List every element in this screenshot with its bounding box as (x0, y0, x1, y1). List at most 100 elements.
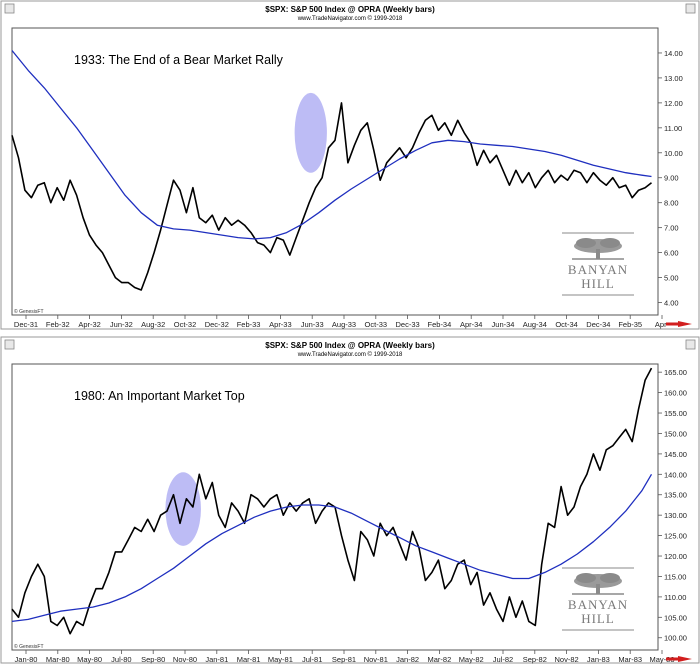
x-tick-label: Apr-33 (269, 320, 292, 329)
watermark: © GenesisFT (14, 643, 44, 650)
x-tick-label: Mar-83 (618, 655, 642, 664)
logo-tree-canopy-right (600, 238, 620, 248)
x-tick-label: May-83 (649, 655, 674, 664)
chart-1980: $SPX: S&P 500 Index @ OPRA (Weekly bars)… (0, 336, 700, 664)
y-tick-label: 110.00 (664, 593, 686, 602)
x-tick-label: Dec-33 (396, 320, 420, 329)
x-tick-label: Mar-80 (46, 655, 70, 664)
x-tick-label: Dec-34 (586, 320, 610, 329)
x-tick-label: Apr-32 (78, 320, 101, 329)
panel-divider (0, 330, 700, 336)
logo-tree-canopy-right (600, 573, 620, 583)
scroll-right-arrow-icon (678, 321, 692, 327)
logo-tree-canopy-left (576, 238, 596, 248)
chart-1933: $SPX: S&P 500 Index @ OPRA (Weekly bars)… (0, 0, 700, 330)
x-tick-label: Nov-80 (173, 655, 197, 664)
y-tick-label: 155.00 (664, 409, 687, 418)
y-tick-label: 160.00 (664, 389, 687, 398)
x-tick-label: Dec-31 (14, 320, 38, 329)
x-tick-label: Aug-34 (523, 320, 547, 329)
scroll-right-arrow-shaft (666, 657, 678, 661)
plot-area (11, 27, 659, 316)
banyan-hill-logo: BANYAN HILL (562, 567, 634, 631)
x-tick-label: Feb-33 (237, 320, 261, 329)
chart-panel-1980: $SPX: S&P 500 Index @ OPRA (Weekly bars)… (0, 336, 700, 664)
y-tick-label: 8.00 (664, 199, 679, 208)
x-tick-label: Jul-81 (302, 655, 322, 664)
x-tick-label: Oct-33 (365, 320, 388, 329)
logo-word-1: BANYAN (568, 262, 628, 277)
x-tick-label: Mar-82 (428, 655, 452, 664)
x-tick-label: Apr- (655, 320, 670, 329)
x-tick-label: Jul-82 (493, 655, 513, 664)
x-tick-label: Jun-32 (110, 320, 133, 329)
toggle-icon (4, 339, 15, 350)
chart-annotation: 1933: The End of a Bear Market Rally (74, 53, 284, 67)
x-tick-label: Sep-82 (523, 655, 547, 664)
logo-text: BANYAN HILL (568, 262, 628, 291)
logo-text: BANYAN HILL (568, 597, 628, 626)
y-tick-label: 125.00 (664, 532, 687, 541)
x-tick-label: Aug-32 (141, 320, 165, 329)
y-tick-label: 130.00 (664, 511, 687, 520)
x-tick-label: Sep-80 (141, 655, 165, 664)
highlight-ellipse (294, 92, 327, 173)
y-tick-label: 140.00 (664, 470, 687, 479)
moving-average-line (11, 473, 653, 623)
logo-word-1: BANYAN (568, 597, 628, 612)
y-tick-label: 10.00 (664, 149, 683, 158)
x-tick-label: Jun-34 (492, 320, 515, 329)
maximize-icon (685, 339, 696, 350)
x-tick-label: Jul-80 (111, 655, 131, 664)
x-tick-label: Oct-32 (174, 320, 197, 329)
x-tick-label: Aug-33 (332, 320, 356, 329)
x-tick-label: Jun-33 (301, 320, 324, 329)
x-tick-label: Nov-82 (555, 655, 579, 664)
logo-tree-canopy-left (576, 573, 596, 583)
x-tick-label: Jan-82 (396, 655, 419, 664)
scroll-right-arrow-icon (678, 656, 692, 662)
y-tick-label: 7.00 (664, 224, 679, 233)
scroll-right-arrow-shaft (666, 322, 678, 326)
x-tick-label: Dec-32 (205, 320, 229, 329)
x-tick-label: Mar-81 (237, 655, 261, 664)
y-tick-label: 6.00 (664, 249, 679, 258)
watermark: © GenesisFT (14, 308, 44, 315)
x-tick-label: Jan-83 (587, 655, 610, 664)
y-tick-label: 12.00 (664, 99, 683, 108)
chart-header: $SPX: S&P 500 Index @ OPRA (Weekly bars) (265, 5, 435, 14)
maximize-icon (685, 3, 696, 14)
logo-tree-trunk (596, 249, 600, 259)
y-tick-label: 105.00 (664, 613, 687, 622)
x-tick-label: May-81 (268, 655, 293, 664)
y-tick-label: 150.00 (664, 429, 687, 438)
chart-header: $SPX: S&P 500 Index @ OPRA (Weekly bars) (265, 341, 435, 350)
chart-panel-1933: $SPX: S&P 500 Index @ OPRA (Weekly bars)… (0, 0, 700, 330)
x-tick-label: May-82 (459, 655, 484, 664)
y-tick-label: 100.00 (664, 634, 687, 643)
x-tick-label: Jan-81 (205, 655, 228, 664)
x-tick-label: Feb-34 (428, 320, 452, 329)
toggle-icon (4, 3, 15, 14)
y-tick-label: 165.00 (664, 368, 687, 377)
x-tick-label: Nov-81 (364, 655, 388, 664)
x-tick-label: Oct-34 (555, 320, 578, 329)
x-tick-label: May-80 (77, 655, 102, 664)
x-tick-label: Feb-32 (46, 320, 70, 329)
price-line (11, 102, 652, 291)
y-tick-label: 9.00 (664, 174, 679, 183)
logo-tree-trunk (596, 584, 600, 594)
price-line (11, 367, 653, 635)
x-tick-label: Jan-80 (15, 655, 38, 664)
y-tick-label: 5.00 (664, 274, 679, 283)
y-tick-label: 13.00 (664, 74, 683, 83)
x-tick-label: Feb-35 (618, 320, 642, 329)
chart-subheader: www.TradeNavigator.com © 1999-2018 (297, 15, 403, 22)
y-tick-label: 4.00 (664, 299, 679, 308)
y-tick-label: 115.00 (664, 572, 686, 581)
logo-word-2: HILL (581, 276, 615, 291)
chart-annotation: 1980: An Important Market Top (74, 389, 245, 403)
moving-average-line (11, 50, 652, 240)
y-tick-label: 135.00 (664, 491, 687, 500)
y-tick-label: 14.00 (664, 49, 683, 58)
